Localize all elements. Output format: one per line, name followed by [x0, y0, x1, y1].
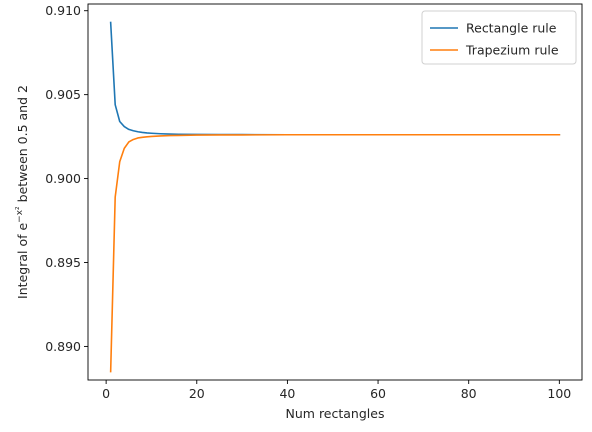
- y-tick-label: 0.905: [45, 87, 81, 102]
- axes-frame: [87, 3, 583, 381]
- y-axis-label: Integral of e−x² between 0.5 and 2: [15, 85, 30, 299]
- y-axis-label-suffix: between 0.5 and 2: [15, 85, 30, 206]
- y-tick-label: 0.910: [45, 3, 81, 18]
- x-axis-label: Num rectangles: [286, 406, 385, 421]
- y-axis-label-prefix: Integral of: [15, 231, 30, 299]
- x-tick-label: 40: [279, 386, 295, 401]
- y-tick-label: 0.895: [45, 255, 81, 270]
- y-tick-label: 0.890: [45, 339, 81, 354]
- x-tick-label: 0: [102, 386, 110, 401]
- lines-layer: [109, 21, 561, 373]
- series-line-trapezium-rule: [109, 133, 561, 373]
- legend-label-trapezium-rule: Trapezium rule: [465, 43, 559, 58]
- legend: Rectangle rule Trapezium rule: [421, 10, 577, 65]
- x-tick-label: 100: [547, 386, 571, 401]
- x-tick-label: 60: [370, 386, 386, 401]
- legend-box: [421, 10, 577, 65]
- plot-area: [88, 4, 582, 380]
- x-tick-label: 20: [189, 386, 205, 401]
- y-axis-label-exponent: −x²: [15, 206, 25, 223]
- axes-layer: 0 20 40 60 80 100 0.890 0.895 0.900 0.905 0.910: [45, 3, 583, 401]
- x-tick-label: 80: [461, 386, 477, 401]
- y-axis-label-base: e: [15, 223, 30, 231]
- legend-label-rectangle-rule: Rectangle rule: [466, 21, 557, 36]
- y-tick-label: 0.900: [45, 171, 81, 186]
